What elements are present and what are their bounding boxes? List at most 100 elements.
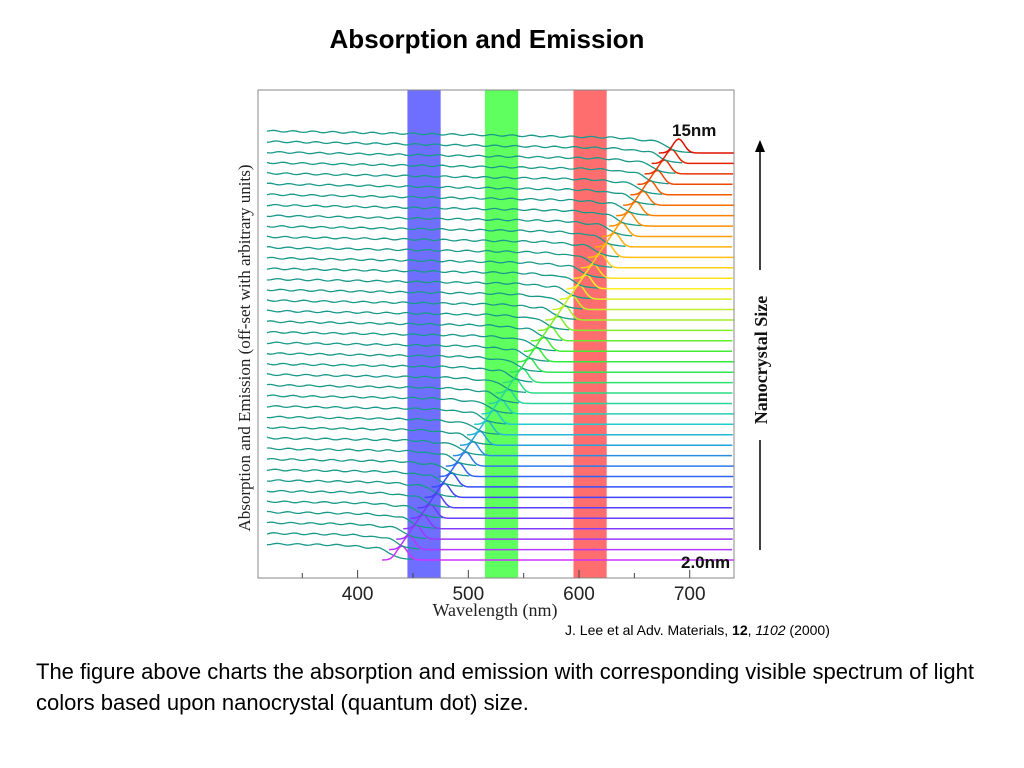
x-tick-label-400: 400 (342, 584, 374, 605)
emission-spectrum-1 (381, 545, 734, 561)
emission-spectrum-4 (403, 513, 734, 530)
absorption-spectrum-16 (266, 383, 520, 404)
emission-spectrum-24 (545, 305, 734, 321)
emission-spectrum-31 (594, 232, 733, 248)
emission-spectrum-29 (580, 252, 734, 269)
highlight-band-2 (484, 90, 519, 578)
emission-spectrum-26 (559, 284, 733, 300)
absorption-spectrum-28 (266, 256, 606, 279)
emission-spectrum-15 (481, 399, 734, 415)
highlight-bands (407, 90, 607, 578)
absorption-spectrum-22 (266, 320, 563, 341)
emission-spectrum-21 (523, 336, 732, 353)
absorption-spectrum-5 (266, 500, 443, 519)
absorption-spectrum-27 (266, 267, 599, 289)
emission-spectrum-8 (431, 472, 733, 488)
highlight-band-3 (573, 90, 607, 578)
absorption-spectrum-9 (266, 457, 470, 477)
emission-spectrum-22 (531, 325, 733, 342)
citation-separator: , (747, 622, 756, 638)
absorption-spectrum-8 (266, 468, 463, 488)
absorption-spectrum-20 (266, 341, 550, 362)
emission-spectrum-39 (651, 148, 734, 165)
plot-frame (257, 89, 735, 579)
absorption-spectrum-26 (266, 277, 593, 300)
spectra-group (266, 129, 734, 561)
absorption-spectrum-7 (266, 479, 457, 498)
emission-spectrum-30 (587, 242, 734, 259)
absorption-spectrum-6 (266, 489, 450, 508)
emission-spectrum-40 (658, 138, 734, 154)
x-tick-label-700: 700 (674, 584, 706, 605)
emission-spectrum-14 (474, 409, 734, 426)
emission-spectrum-36 (630, 179, 733, 196)
size-arrow (748, 140, 772, 550)
emission-spectrum-28 (573, 263, 733, 279)
absorption-spectrum-14 (266, 405, 507, 425)
citation-volume: 12 (732, 622, 748, 638)
absorption-spectrum-31 (266, 225, 626, 247)
x-tick-label-500: 500 (452, 584, 484, 605)
emission-spectrum-13 (467, 419, 733, 436)
absorption-spectrum-25 (266, 288, 583, 310)
absorption-spectrum-21 (266, 330, 556, 352)
absorption-spectrum-18 (266, 362, 533, 383)
size-axis-label: Nanocrystal Size (751, 296, 771, 424)
emission-spectrum-20 (516, 346, 734, 363)
emission-spectrum-12 (459, 430, 733, 446)
emission-spectrum-5 (410, 503, 734, 520)
emission-spectrum-10 (445, 451, 734, 467)
emission-spectrum-27 (566, 273, 733, 290)
emission-spectrum-38 (644, 159, 734, 175)
absorption-spectrum-40 (266, 129, 692, 154)
absorption-spectrum-17 (266, 373, 526, 393)
emission-spectrum-6 (417, 492, 732, 509)
emission-spectrum-9 (438, 461, 734, 478)
absorption-spectrum-29 (266, 246, 613, 268)
emission-spectrum-17 (495, 378, 733, 394)
absorption-spectrum-35 (266, 182, 656, 206)
absorption-spectrum-30 (266, 235, 619, 258)
absorption-spectrum-32 (266, 214, 633, 237)
emission-spectrum-2 (389, 534, 733, 551)
absorption-spectrum-23 (266, 309, 570, 331)
absorption-spectrum-38 (266, 150, 676, 174)
citation: J. Lee et al Adv. Materials, 12, 1102 (2… (565, 622, 830, 638)
absorption-spectrum-15 (266, 394, 513, 414)
emission-spectrum-11 (452, 440, 732, 457)
citation-page: 1102 (755, 622, 786, 638)
absorption-spectrum-2 (266, 532, 420, 550)
absorption-spectrum-19 (266, 352, 543, 373)
emission-spectrum-3 (396, 524, 733, 540)
x-tick-label-600: 600 (563, 584, 595, 605)
size-label-smallest: 2.0nm (681, 553, 730, 572)
absorption-spectrum-13 (266, 415, 500, 435)
absorption-spectrum-3 (266, 521, 427, 540)
absorption-spectrum-36 (266, 171, 663, 195)
absorption-emission-chart: 400 500 600 700 Wavelength (nm) Absorption … (235, 89, 772, 621)
absorption-spectrum-4 (266, 510, 437, 529)
emission-spectrum-18 (502, 367, 733, 384)
emission-spectrum-35 (623, 190, 734, 206)
absorption-spectrum-1 (266, 542, 414, 561)
citation-year: (2000) (785, 622, 830, 638)
absorption-spectrum-24 (266, 299, 576, 320)
emission-spectrum-19 (509, 357, 734, 373)
x-axis-tick-labels: 400 500 600 700 (342, 584, 706, 605)
y-axis-label: Absorption and Emission (off-set with ar… (235, 164, 254, 531)
x-axis-ticks (301, 570, 691, 578)
size-label-largest: 15nm (672, 121, 716, 140)
absorption-spectrum-10 (266, 447, 477, 467)
slide-title: Absorption and Emission (329, 24, 645, 54)
absorption-spectrum-34 (266, 193, 649, 216)
emission-spectrum-7 (424, 482, 733, 499)
citation-text: J. Lee et al Adv. Materials, (565, 622, 733, 638)
emission-spectrum-16 (488, 388, 732, 405)
emission-spectrum-25 (552, 294, 734, 311)
absorption-spectrum-12 (266, 426, 493, 446)
absorption-spectrum-11 (266, 436, 487, 456)
caption: The figure above charts the absorption a… (36, 659, 974, 715)
absorption-spectrum-33 (266, 203, 643, 227)
absorption-spectrum-37 (266, 161, 669, 185)
emission-spectrum-37 (637, 169, 733, 186)
